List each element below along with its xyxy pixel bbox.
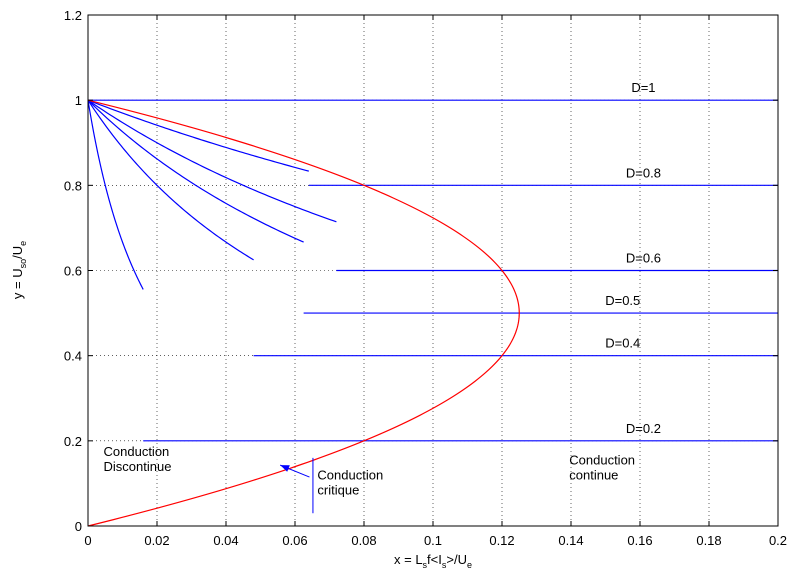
x-tick-label: 0.04: [213, 533, 238, 548]
y-tick-label: 0.2: [64, 434, 82, 449]
y-tick-label: 1.2: [64, 8, 82, 23]
series-label: D=0.5: [605, 293, 640, 308]
y-tick-label: 0.8: [64, 178, 82, 193]
annotation-critical: Conduction: [317, 468, 383, 483]
x-tick-label: 0.2: [769, 533, 787, 548]
x-tick-label: 0.16: [627, 533, 652, 548]
x-tick-label: 0.06: [282, 533, 307, 548]
y-axis-label: y = Uso/Ue: [10, 241, 28, 299]
discontinuous-curve: [87, 99, 304, 243]
series-label: D=0.8: [626, 165, 661, 180]
annotation-continuous: continue: [569, 468, 618, 483]
series-labels: D=1 D=0.8 D=0.6 D=0.5 D=0.4 D=0.2: [605, 80, 661, 436]
annotation-continuous: Conduction: [569, 453, 635, 468]
discontinuous-curve: [87, 99, 337, 223]
x-tick-label: 0.12: [489, 533, 514, 548]
x-tick-label: 0.08: [351, 533, 376, 548]
x-tick-label: 0.18: [696, 533, 721, 548]
x-tick-label: 0.02: [144, 533, 169, 548]
x-tick-label: 0: [84, 533, 91, 548]
y-tick-label: 0.6: [64, 264, 82, 279]
x-axis-label: x = Lsf<Is>/Ue: [394, 552, 472, 570]
discontinuous-curve: [87, 99, 254, 261]
annotation-discontinuous: Conduction: [104, 444, 170, 459]
y-tick-label: 0.4: [64, 349, 82, 364]
series-label: D=0.2: [626, 421, 661, 436]
x-tick-label: 0.14: [558, 533, 583, 548]
curves: [87, 99, 778, 527]
ticks: 0 0.02 0.04 0.06 0.08 0.1 0.12 0.14 0.16 0.18 0.2 0…: [64, 8, 787, 548]
annotation-discontinuous: Discontinue: [104, 459, 172, 474]
discontinuous-curve: [87, 100, 144, 290]
callout-arrow-head: [280, 465, 290, 472]
x-tick-label: 0.1: [424, 533, 442, 548]
y-tick-label: 0: [75, 519, 82, 534]
annotation-critical: critique: [317, 483, 359, 498]
discontinuous-curve: [87, 99, 309, 172]
series-label: D=0.6: [626, 251, 661, 266]
critical-curve: [87, 99, 520, 527]
y-tick-label: 1: [75, 93, 82, 108]
series-label: D=1: [631, 80, 655, 95]
series-label: D=0.4: [605, 336, 640, 351]
